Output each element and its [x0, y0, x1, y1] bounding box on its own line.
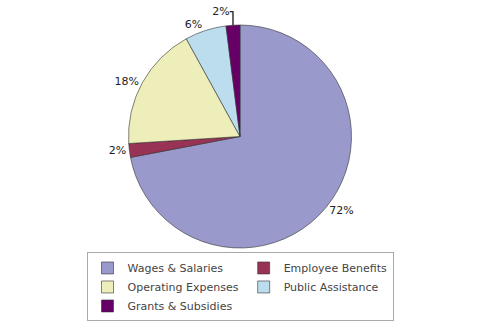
svg-text:Wages & Salaries: Wages & Salaries [128, 262, 224, 275]
svg-text:Operating Expenses: Operating Expenses [128, 281, 239, 294]
svg-text:Public Assistance: Public Assistance [284, 281, 379, 294]
svg-text:2%: 2% [212, 5, 229, 18]
svg-text:Employee Benefits: Employee Benefits [284, 262, 387, 275]
svg-text:2%: 2% [109, 144, 126, 157]
svg-text:Grants & Subsidies: Grants & Subsidies [128, 300, 233, 313]
svg-text:6%: 6% [185, 18, 202, 31]
svg-text:72%: 72% [329, 204, 353, 217]
svg-text:18%: 18% [115, 75, 139, 88]
